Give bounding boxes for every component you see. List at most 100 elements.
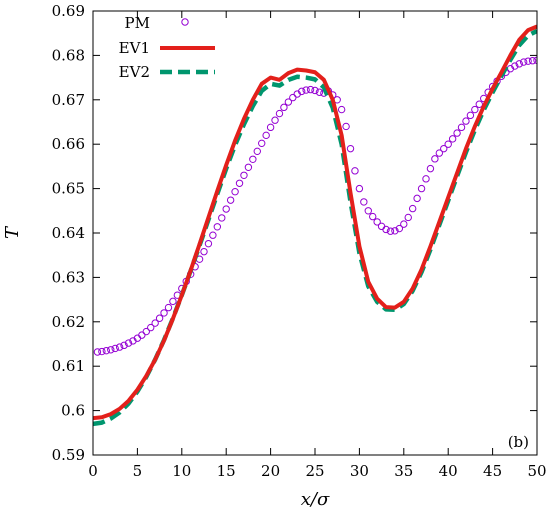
x-tick-label: 45 — [483, 462, 502, 480]
data-point-pm — [471, 105, 479, 114]
data-point-pm — [151, 319, 159, 327]
data-point-pm — [107, 346, 115, 354]
x-tick-label: 25 — [305, 462, 324, 480]
y-axis: 0.59 0.6 0.61 0.62 0.63 0.64 0.65 0.66 0.67 0.68 0… — [52, 2, 537, 464]
data-point-pm — [391, 227, 399, 235]
legend-label-pm: PM — [125, 14, 150, 32]
data-point-pm — [395, 224, 404, 233]
data-point-pm — [444, 140, 452, 148]
data-point-pm — [408, 204, 417, 213]
data-point-pm — [266, 123, 275, 132]
data-point-pm — [258, 139, 266, 148]
data-point-pm — [457, 123, 466, 132]
series-line-ev2 — [93, 28, 537, 427]
data-point-pm — [169, 297, 177, 306]
data-point-pm — [115, 343, 124, 351]
legend: PM EV1 EV2 — [119, 14, 215, 81]
data-point-pm — [364, 207, 372, 215]
data-point-pm — [218, 214, 226, 222]
data-point-pm — [337, 105, 346, 114]
x-tick-label: 5 — [133, 462, 143, 480]
plot-area — [93, 24, 537, 427]
data-point-pm — [360, 198, 368, 206]
x-axis: 0 5 10 15 20 25 30 35 40 45 50 — [88, 11, 547, 480]
y-tick-label: 0.63 — [52, 268, 85, 286]
x-tick-label: 50 — [527, 462, 546, 480]
data-point-pm — [102, 346, 111, 355]
data-point-pm — [302, 86, 310, 94]
data-point-pm — [297, 87, 306, 96]
data-point-pm — [262, 131, 270, 140]
x-tick-label: 30 — [350, 462, 369, 480]
data-point-pm — [448, 135, 457, 143]
data-point-pm — [226, 196, 235, 204]
x-tick-label: 35 — [394, 462, 413, 480]
data-point-pm — [147, 323, 155, 332]
data-point-pm — [204, 239, 213, 248]
data-point-pm — [280, 103, 288, 112]
data-point-pm — [369, 212, 377, 221]
data-point-pm — [231, 188, 239, 196]
y-tick-label: 0.69 — [52, 2, 85, 20]
data-point-pm — [275, 109, 284, 118]
data-point-pm — [404, 213, 412, 222]
data-point-pm — [271, 116, 279, 124]
data-point-pm — [213, 223, 222, 231]
data-point-pm — [138, 331, 146, 339]
data-point-pm — [382, 225, 390, 234]
legend-label-ev1: EV1 — [119, 39, 150, 57]
data-point-pm — [249, 155, 257, 163]
data-point-pm — [164, 303, 173, 312]
data-point-pm — [519, 58, 528, 66]
data-point-pm — [386, 227, 395, 235]
data-point-pm — [346, 144, 355, 153]
y-tick-label: 0.66 — [52, 135, 85, 153]
data-point-pm — [400, 220, 408, 228]
data-point-pm — [284, 98, 293, 106]
panel-label: (b) — [508, 433, 529, 451]
y-tick-label: 0.68 — [52, 46, 85, 64]
data-point-pm — [240, 171, 248, 179]
y-tick-label: 0.64 — [52, 224, 85, 242]
data-point-pm — [289, 93, 297, 102]
data-point-pm — [235, 179, 244, 187]
data-point-pm — [93, 348, 102, 356]
data-point-pm — [120, 341, 128, 350]
data-point-pm — [373, 218, 381, 226]
legend-marker-pm — [181, 18, 189, 26]
data-point-pm — [426, 164, 435, 173]
data-point-pm — [515, 60, 523, 68]
x-axis-title: x/σ — [301, 489, 330, 510]
x-tick-label: 40 — [439, 462, 458, 480]
data-point-pm — [435, 149, 444, 157]
data-point-pm — [422, 175, 430, 183]
data-point-pm — [311, 86, 319, 95]
data-point-pm — [528, 57, 537, 65]
legend-label-ev2: EV2 — [119, 63, 150, 81]
data-point-pm — [98, 347, 106, 356]
y-tick-label: 0.59 — [52, 446, 85, 464]
data-point-pm — [417, 184, 426, 193]
data-point-pm — [355, 184, 364, 193]
data-point-pm — [453, 129, 461, 137]
data-point-pm — [209, 231, 217, 239]
data-point-pm — [200, 247, 208, 256]
data-point-pm — [142, 327, 150, 336]
x-tick-label: 20 — [261, 462, 280, 480]
x-tick-label: 10 — [172, 462, 191, 480]
data-point-pm — [160, 309, 168, 317]
y-tick-label: 0.65 — [52, 180, 85, 198]
y-tick-label: 0.61 — [52, 357, 85, 375]
data-point-pm — [466, 111, 475, 120]
data-point-pm — [351, 167, 359, 175]
data-point-pm — [431, 155, 439, 163]
y-tick-label: 0.6 — [61, 402, 85, 420]
data-point-pm — [342, 122, 350, 131]
data-point-pm — [511, 62, 519, 70]
y-tick-label: 0.62 — [52, 313, 85, 331]
data-point-pm — [475, 100, 483, 108]
data-point-pm — [524, 57, 532, 65]
data-point-pm — [244, 163, 253, 171]
data-point-pm — [462, 117, 470, 125]
